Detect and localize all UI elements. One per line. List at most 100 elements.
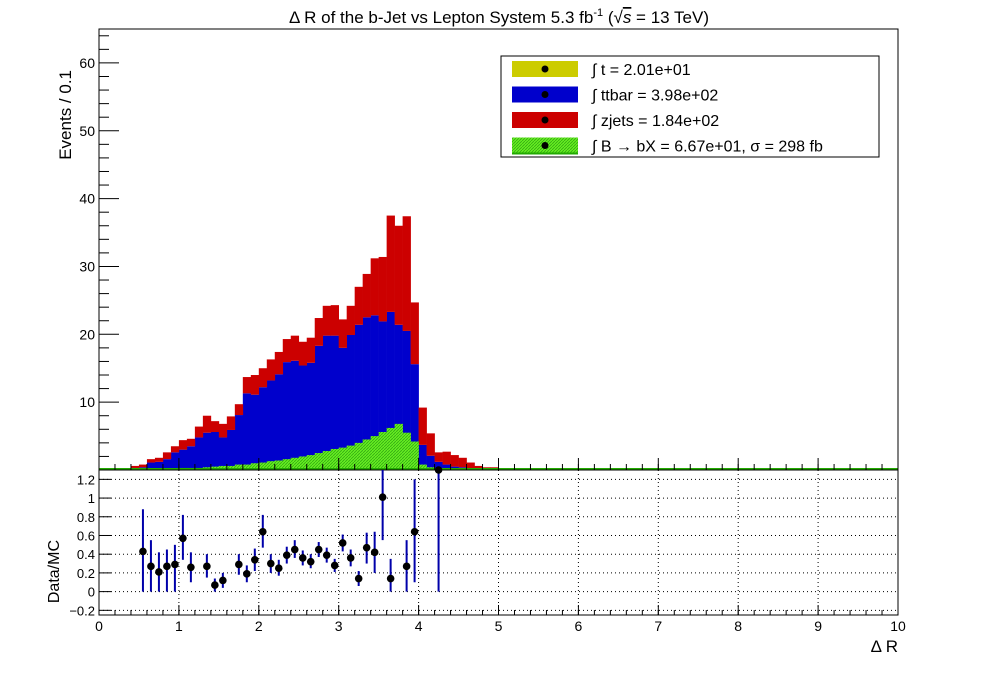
ratio-point (211, 578, 219, 592)
x-tick-label: 0 (95, 618, 103, 634)
ratio-panel: −0.200.20.40.60.811.20 1 2 3 4 5 6 7 8 9 10 Data/M… (46, 466, 906, 634)
legend-entry: ∫ zjets = 1.84e+02 (512, 112, 719, 130)
ratio-marker (139, 547, 147, 556)
ratio-point (171, 544, 179, 592)
ratio-point (346, 549, 355, 567)
ratio-point (338, 534, 347, 552)
ratio-marker (147, 562, 155, 571)
ratio-marker (171, 560, 179, 569)
ratio-marker (274, 564, 283, 573)
ratio-point (243, 565, 251, 583)
bar-zjets-37 (394, 225, 403, 325)
bar-zjets-13 (202, 415, 212, 433)
bar-signal-35 (378, 432, 387, 470)
ratio-marker (235, 560, 243, 569)
bar-zjets-40 (418, 407, 427, 445)
ratio-marker (282, 551, 291, 559)
bar-ttbar-30 (338, 347, 347, 462)
bar-zjets-34 (370, 258, 379, 316)
x-tick-label: 10 (890, 618, 906, 634)
ratio-point (251, 548, 259, 572)
bar-zjets-26 (306, 337, 316, 363)
ratio-marker (402, 562, 411, 571)
bar-ttbar-26 (306, 362, 316, 462)
bar-signal-32 (354, 442, 363, 470)
bar-ttbar-42 (434, 461, 443, 470)
legend-label: ∫ t = 2.01e+01 (591, 62, 691, 79)
bar-zjets-24 (290, 335, 300, 361)
bar-zjets-49 (490, 467, 499, 469)
ratio-marker (290, 545, 299, 554)
bar-signal-16 (226, 465, 236, 470)
x-tick-label: 6 (575, 618, 583, 634)
ratio-points (139, 466, 443, 592)
bar-ttbar-13 (202, 432, 212, 468)
x-tick-label: 3 (335, 618, 343, 634)
bar-signal-34 (370, 436, 379, 470)
bar-ttbar-40 (418, 444, 427, 470)
ratio-marker (434, 466, 443, 474)
legend-marker (541, 91, 549, 98)
bar-ttbar-12 (194, 437, 204, 470)
bar-signal-26 (306, 455, 316, 470)
ratio-marker (362, 543, 371, 552)
bar-signal-37 (394, 423, 403, 470)
bar-zjets-7 (154, 457, 164, 462)
x-axis-label: Δ R (871, 637, 898, 656)
x-tick-label: 5 (495, 618, 503, 634)
bar-signal-28 (322, 451, 332, 470)
ratio-point (203, 554, 211, 578)
ratio-point (298, 550, 307, 566)
bar-zjets-28 (322, 305, 332, 336)
bar-signal-33 (362, 439, 371, 470)
bar-signal-24 (290, 457, 300, 470)
top-y-axis-label: Events / 0.1 (56, 70, 75, 160)
ratio-point (322, 547, 331, 563)
bar-signal-19 (250, 463, 260, 470)
ratio-axes: −0.200.20.40.60.811.20 1 2 3 4 5 6 7 8 9 10 (69, 472, 906, 634)
bar-zjets-38 (402, 216, 411, 331)
bar-zjets-19 (250, 375, 260, 395)
bar-zjets-31 (346, 305, 355, 335)
bar-zjets-27 (314, 318, 324, 346)
ratio-point (410, 479, 419, 583)
bar-ttbar-35 (378, 321, 387, 469)
bar-ttbar-17 (234, 415, 244, 468)
bar-ttbar-20 (258, 387, 268, 464)
bar-ttbar-28 (322, 335, 332, 460)
bar-zjets-36 (386, 215, 395, 312)
bar-zjets-10 (178, 440, 188, 450)
ratio-marker (163, 562, 171, 571)
y-tick-label: 40 (79, 191, 95, 207)
x-tick-label: 9 (814, 618, 822, 634)
ratio-marker (410, 527, 419, 536)
legend-marker (541, 116, 549, 124)
bar-signal-31 (346, 445, 355, 470)
ratio-y-tick-label: 1.2 (77, 472, 95, 487)
bar-ttbar-43 (442, 464, 451, 470)
ratio-marker (322, 551, 331, 559)
ratio-y-tick-label: 0.6 (77, 528, 95, 543)
bar-ttbar-11 (186, 446, 196, 470)
ratio-point (187, 552, 195, 583)
bar-signal-15 (218, 465, 228, 470)
bar-signal-21 (266, 461, 276, 470)
bar-ttbar-23 (282, 362, 292, 463)
ratio-marker (338, 539, 347, 547)
bar-ttbar-14 (210, 432, 220, 468)
ratio-y-tick-label: −0.2 (69, 603, 95, 618)
bar-signal-25 (298, 456, 308, 470)
ratio-marker (386, 574, 395, 583)
bar-ttbar-31 (346, 334, 355, 466)
bar-ttbar-32 (354, 324, 363, 467)
ratio-point (282, 546, 291, 564)
ratio-marker (298, 554, 307, 562)
ratio-point (163, 549, 171, 592)
ratio-point (235, 554, 243, 575)
ratio-point (378, 470, 387, 541)
bar-zjets-8 (162, 452, 172, 460)
bar-zjets-18 (242, 377, 252, 394)
ratio-marker (203, 562, 211, 571)
bar-ttbar-18 (242, 393, 252, 467)
ratio-point (314, 542, 323, 557)
